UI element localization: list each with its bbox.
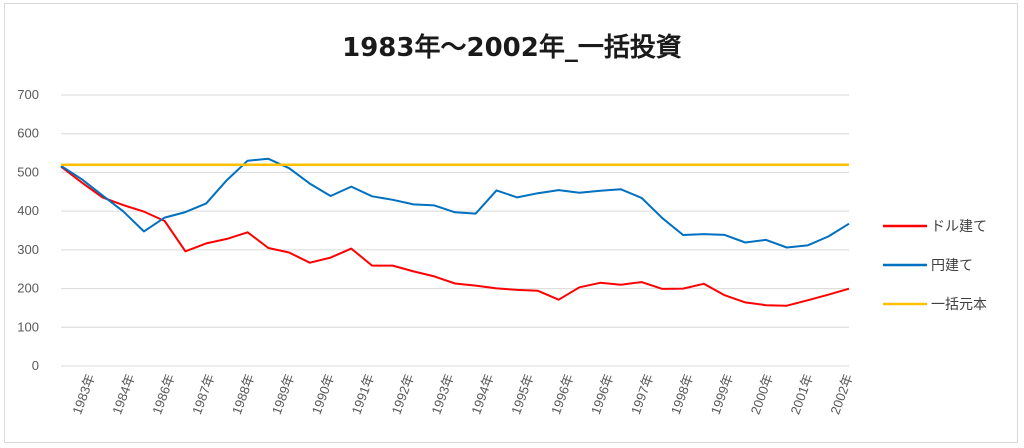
x-tick-label: 1984年 <box>109 372 137 417</box>
y-tick-label: 300 <box>17 242 39 257</box>
x-axis-ticks: 1983年 1984年 1986年 1987年 1988年 1989年 1990年 1991年… <box>69 372 855 417</box>
chart-svg: 1983年～2002年_一括投資 0100200300400500600700 … <box>17 32 987 417</box>
chart-frame: 1983年～2002年_一括投資 0 100 200 300 400 500 600 700 … <box>4 3 1018 443</box>
x-tick-label: 1992年 <box>389 372 417 417</box>
y-tick-label: 500 <box>17 164 39 179</box>
x-tick-label: 2001年 <box>787 372 815 417</box>
x-tick-label: 1986年 <box>149 372 177 417</box>
x-tick-label: 1996年 <box>548 372 576 417</box>
x-tick-label: 1998年 <box>668 372 696 417</box>
y-tick-label: 0 <box>32 358 39 373</box>
x-tick-label: 1994年 <box>468 372 496 417</box>
y-tick-label: 100 <box>17 319 39 334</box>
x-tick-label: 1989年 <box>269 372 297 417</box>
x-tick-label: 1990年 <box>309 372 337 417</box>
x-tick-label: 1997年 <box>628 372 656 417</box>
x-tick-label: 1993年 <box>428 372 456 417</box>
gridlines <box>61 94 849 367</box>
legend-label-2: 一括元本 <box>931 297 987 313</box>
y-tick-label: 200 <box>17 281 39 296</box>
x-tick-label: 1999年 <box>708 372 736 417</box>
series-lines <box>60 157 850 307</box>
legend-label-1: 円建て <box>931 258 973 274</box>
y-tick-label: 400 <box>17 203 39 218</box>
y-axis-ticks: 0 100 200 300 400 500 600 700 <box>17 87 39 373</box>
x-tick-label: 1996年 <box>588 372 616 417</box>
x-tick-label: 1995年 <box>508 372 536 417</box>
chart-title: 1983年～2002年_一括投資 <box>342 32 682 63</box>
y-tick-label: 600 <box>17 126 39 141</box>
x-tick-label: 2000年 <box>748 372 776 417</box>
series-line-0 <box>60 165 850 307</box>
series-line-1 <box>60 157 850 249</box>
x-tick-label: 2002年 <box>827 372 855 417</box>
legend-label-0: ドル建て <box>931 219 987 235</box>
x-tick-label: 1983年 <box>69 372 97 417</box>
x-tick-label: 1988年 <box>229 372 257 417</box>
x-tick-label: 1991年 <box>349 372 377 417</box>
y-tick-label: 700 <box>17 87 39 102</box>
x-tick-label: 1987年 <box>189 372 217 417</box>
